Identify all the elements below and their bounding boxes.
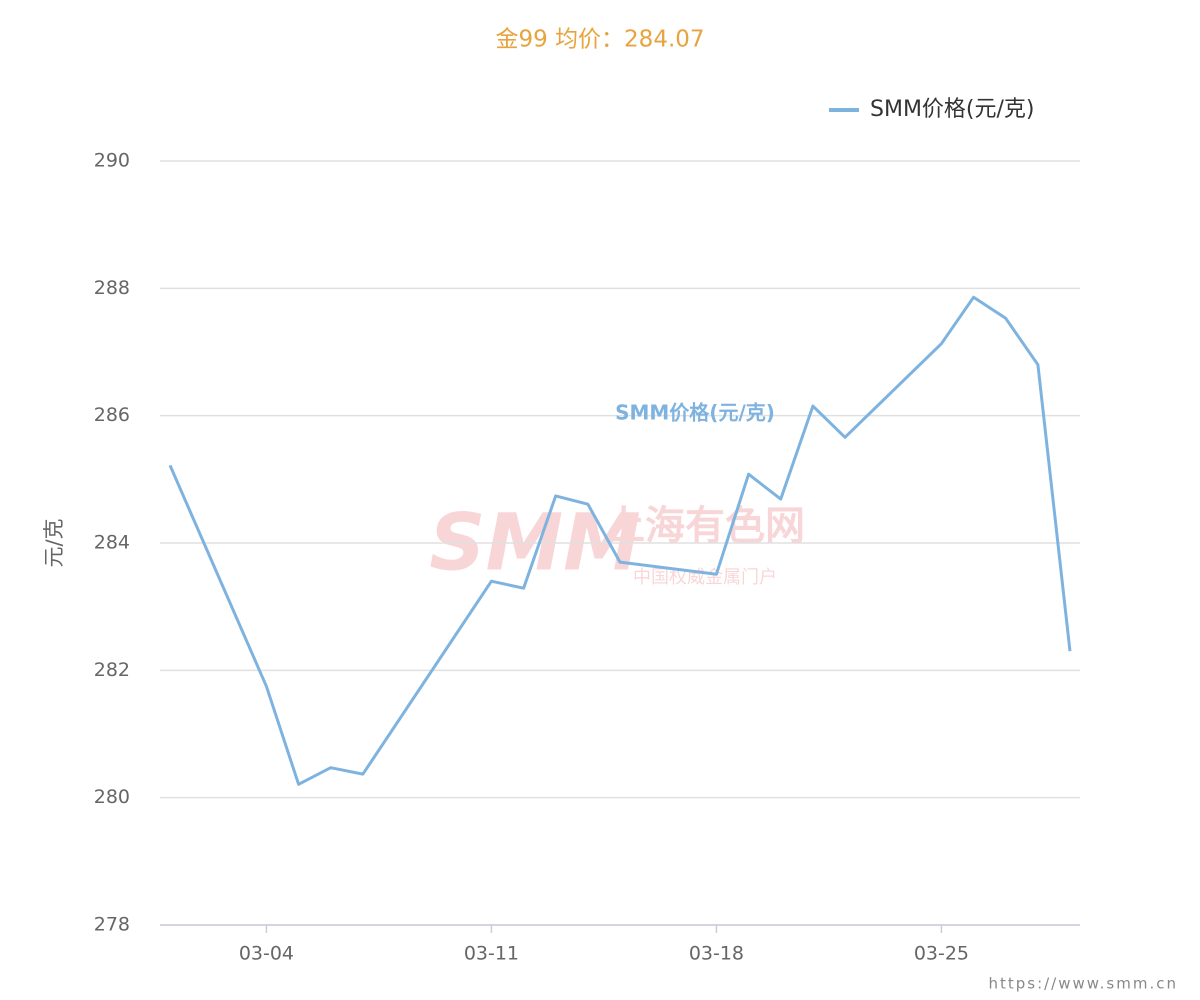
chart-title: 金99 均价：284.07 xyxy=(495,27,704,53)
watermark-name: 上海有色网 xyxy=(605,503,805,549)
x-tick-label: 03-18 xyxy=(689,943,744,965)
y-tick-label: 280 xyxy=(94,786,130,808)
series-label: SMM价格(元/克) xyxy=(615,401,775,425)
legend-label: SMM价格(元/克) xyxy=(870,97,1035,122)
data-line xyxy=(168,295,1072,786)
y-tick-label: 288 xyxy=(94,277,130,299)
watermark-slogan: 中国权威金属门户 xyxy=(633,567,777,588)
y-tick-label: 284 xyxy=(94,532,130,554)
x-tick-label: 03-04 xyxy=(239,943,294,965)
x-tick-label: 03-11 xyxy=(464,943,519,965)
y-tick-label: 290 xyxy=(94,150,130,172)
y-tick-label: 278 xyxy=(94,914,130,936)
y-tick-label: 286 xyxy=(94,404,130,426)
x-tick-label: 03-25 xyxy=(914,943,969,965)
y-axis-label: 元/克 xyxy=(42,518,66,567)
footer: https://www.smm.cn xyxy=(988,975,1178,993)
y-tick-label: 282 xyxy=(94,659,130,681)
